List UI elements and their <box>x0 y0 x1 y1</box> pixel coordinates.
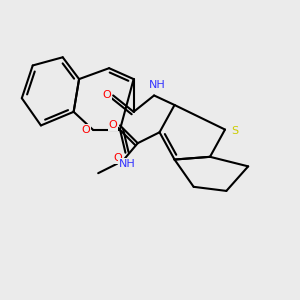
Text: S: S <box>231 126 238 136</box>
Text: O: O <box>113 153 122 163</box>
Text: NH: NH <box>148 80 165 89</box>
Text: O: O <box>102 91 111 100</box>
Text: O: O <box>109 121 118 130</box>
Text: NH: NH <box>118 159 135 169</box>
Text: O: O <box>82 124 90 134</box>
